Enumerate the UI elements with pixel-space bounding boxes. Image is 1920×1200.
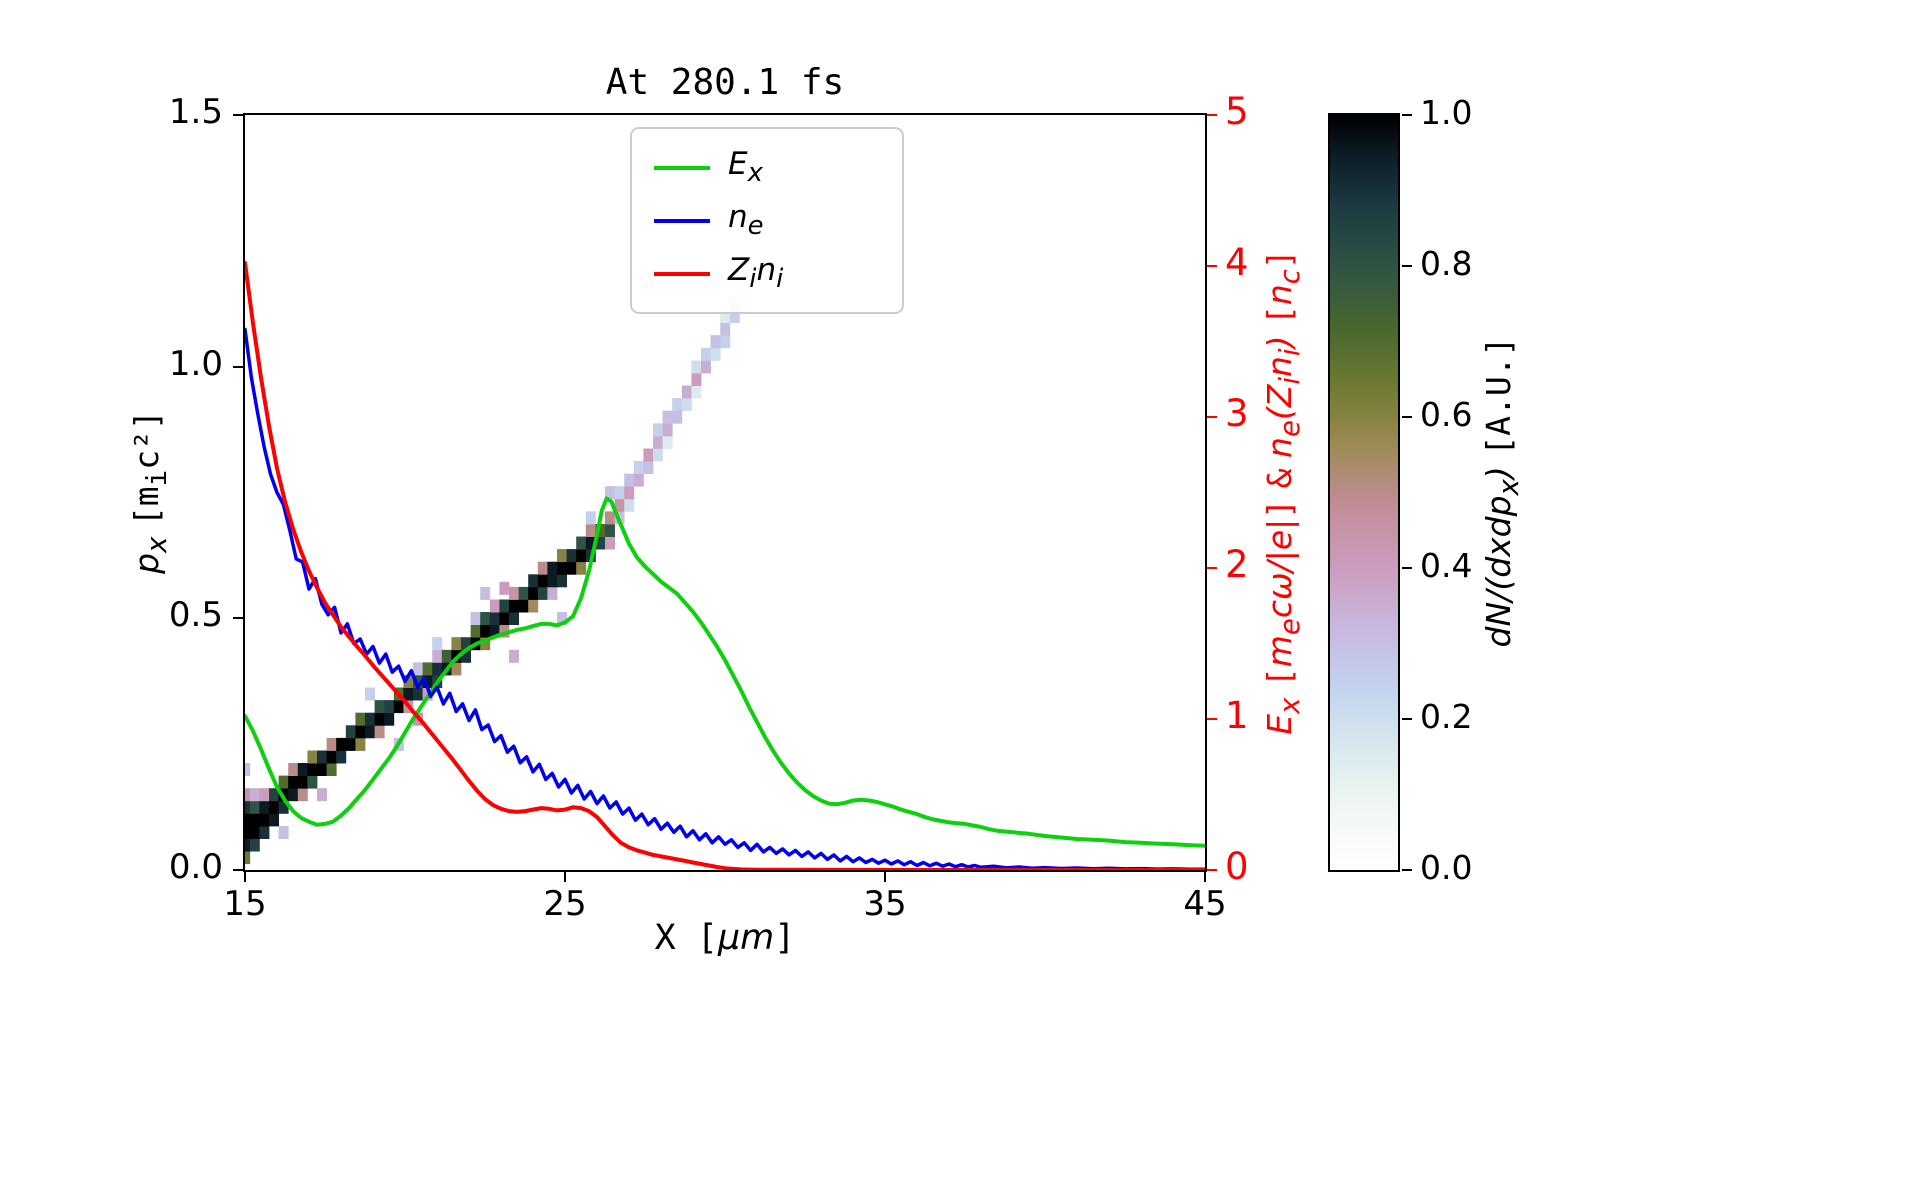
y-tick-right-1: [1207, 718, 1217, 720]
x-tick-label-45: 45: [1183, 884, 1227, 924]
y-tick-left-label-0.5: 0.5: [168, 595, 223, 636]
y-tick-left-1.0: [233, 365, 243, 368]
cb-tick-1.0: [1402, 114, 1412, 116]
y-tick-right-4: [1207, 265, 1217, 267]
cb-tick-label-0.0: 0.0: [1420, 848, 1473, 887]
colorbar-gradient: [1330, 115, 1398, 870]
x-tick-25: [564, 872, 566, 882]
legend-item-Zini: Zini: [654, 247, 880, 300]
cb-tick-0.0: [1402, 869, 1412, 871]
x-tick-label-15: 15: [223, 884, 267, 924]
y-tick-right-label-1: 1: [1225, 694, 1249, 737]
cb-tick-label-0.4: 0.4: [1420, 546, 1473, 585]
ne-line: [245, 327, 1205, 870]
y-tick-right-label-5: 5: [1225, 90, 1249, 133]
y-tick-left-1.5: [233, 114, 243, 116]
cb-tick-label-0.8: 0.8: [1420, 244, 1473, 283]
x-axis-label: X [μm]: [654, 918, 796, 958]
cb-tick-0.4: [1402, 567, 1412, 569]
y-tick-left-0.0: [233, 869, 243, 871]
y-tick-right-label-0: 0: [1225, 845, 1249, 888]
y-tick-right-label-2: 2: [1225, 543, 1249, 586]
legend-label-Ex: Ex: [728, 146, 763, 189]
y-tick-right-label-4: 4: [1225, 241, 1249, 284]
y-tick-right-3: [1207, 416, 1217, 418]
legend-item-Ex: Ex: [654, 141, 880, 194]
legend-line-Zini: [654, 271, 710, 276]
x-tick-15: [244, 872, 246, 882]
x-tick-label-35: 35: [863, 884, 907, 924]
y-tick-right-label-3: 3: [1225, 392, 1249, 435]
legend-line-ne: [654, 218, 710, 223]
y-tick-left-0.5: [233, 617, 243, 620]
chart-title: At 280.1 fs: [605, 62, 845, 103]
Zini-line: [245, 261, 1205, 870]
y-axis-label-right: Ex [mecω/|e|] & ne(Zini) [nc]: [1260, 249, 1306, 735]
legend-item-ne: ne: [654, 194, 880, 247]
phase-space-plot: [245, 261, 1205, 870]
x-tick-35: [884, 872, 886, 882]
x-tick-label-25: 25: [543, 884, 587, 924]
cb-tick-label-0.6: 0.6: [1420, 395, 1473, 434]
Ex-line: [245, 496, 1205, 848]
y-axis-label-left: px [mic²]: [127, 410, 173, 574]
y-tick-left-label-1.5: 1.5: [168, 92, 223, 132]
phase-space-heatmap: [245, 284, 750, 865]
cb-tick-0.6: [1402, 416, 1412, 418]
legend-line-Ex: [654, 165, 710, 170]
legend: Ex ne Zini: [630, 127, 904, 314]
cb-tick-0.2: [1402, 718, 1412, 720]
y-tick-left-label-0.0: 0.0: [168, 847, 223, 887]
legend-label-ne: ne: [728, 199, 764, 242]
cb-tick-label-1.0: 1.0: [1420, 93, 1473, 132]
legend-label-Zini: Zini: [728, 252, 784, 295]
x-tick-45: [1204, 872, 1206, 882]
cb-tick-0.8: [1402, 265, 1412, 267]
colorbar: [1328, 113, 1400, 872]
y-tick-right-0: [1207, 869, 1217, 871]
y-tick-right-2: [1207, 567, 1217, 569]
y-tick-right-5: [1207, 114, 1217, 116]
y-tick-left-label-1.0: 1.0: [168, 343, 223, 384]
colorbar-label: dN/(dxdpx) [A.U.]: [1479, 336, 1525, 648]
cb-tick-label-0.2: 0.2: [1420, 697, 1473, 736]
